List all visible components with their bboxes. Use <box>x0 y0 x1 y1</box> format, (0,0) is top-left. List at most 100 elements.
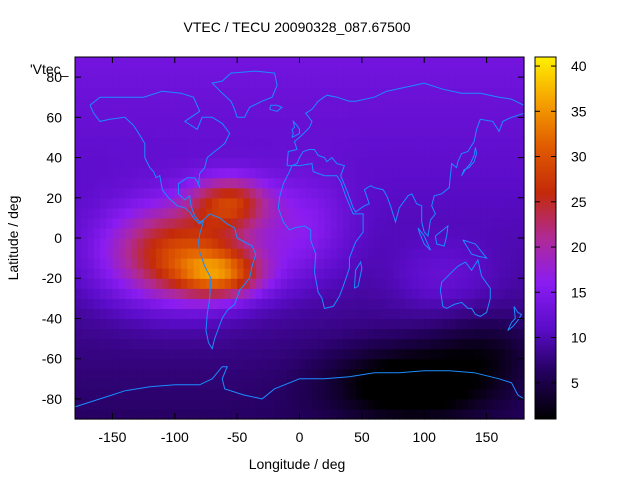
heatmap-cell <box>336 137 344 149</box>
heatmap-cell <box>417 177 425 189</box>
heatmap-cell <box>517 238 525 249</box>
heatmap-cell <box>442 288 450 299</box>
heatmap-cell <box>243 318 251 330</box>
heatmap-cell <box>368 127 375 139</box>
heatmap-cell <box>93 338 101 350</box>
heatmap-cell <box>349 197 357 209</box>
heatmap-cell <box>436 268 444 279</box>
heatmap-cell <box>405 378 413 390</box>
heatmap-cell <box>449 157 457 169</box>
heatmap-cell <box>374 378 382 390</box>
heatmap-cell <box>461 308 469 320</box>
heatmap-cell <box>318 127 326 139</box>
heatmap-cell <box>430 147 438 159</box>
heatmap-cell <box>274 87 282 98</box>
heatmap-cell <box>274 197 282 209</box>
heatmap-cell <box>75 167 82 179</box>
heatmap-cell <box>480 238 488 249</box>
heatmap-cell <box>131 207 138 219</box>
heatmap-cell <box>81 268 89 279</box>
heatmap-cell <box>324 137 332 149</box>
heatmap-cell <box>324 378 332 390</box>
heatmap-cell <box>137 187 145 199</box>
heatmap-cell <box>187 268 195 279</box>
heatmap-cell <box>187 298 195 309</box>
heatmap-cell <box>343 227 350 239</box>
heatmap-cell <box>511 378 519 390</box>
heatmap-cell <box>162 117 170 128</box>
heatmap-cell <box>243 67 251 78</box>
heatmap-cell <box>430 107 438 118</box>
heatmap-cell <box>205 278 213 289</box>
heatmap-cell <box>280 398 288 410</box>
heatmap-cell <box>467 217 475 229</box>
heatmap-cell <box>149 127 157 139</box>
heatmap-cell <box>386 258 394 269</box>
heatmap-cell <box>299 368 307 380</box>
heatmap-cell <box>330 97 338 108</box>
heatmap-cell <box>324 238 332 249</box>
heatmap-cell <box>205 388 213 400</box>
heatmap-cell <box>174 97 182 108</box>
heatmap-cell <box>305 147 313 159</box>
heatmap-cell <box>156 137 163 149</box>
heatmap-cell <box>330 338 338 350</box>
heatmap-cell <box>374 137 382 149</box>
heatmap-cell <box>355 388 363 400</box>
heatmap-cell <box>237 318 244 330</box>
heatmap-cell <box>511 227 519 239</box>
heatmap-cell <box>467 408 475 420</box>
heatmap-cell <box>218 278 226 289</box>
heatmap-cell <box>112 338 120 350</box>
heatmap-cell <box>455 358 463 370</box>
heatmap-cell <box>430 197 438 209</box>
heatmap-cell <box>311 278 319 289</box>
heatmap-cell <box>181 378 188 390</box>
heatmap-cell <box>336 378 344 390</box>
heatmap-cell <box>199 308 207 320</box>
heatmap-cell <box>181 167 188 179</box>
heatmap-cell <box>87 157 95 169</box>
heatmap-cell <box>455 368 463 380</box>
heatmap-cell <box>262 248 269 259</box>
heatmap-cell <box>93 268 101 279</box>
heatmap-cell <box>193 157 201 169</box>
heatmap-cell <box>449 288 457 299</box>
heatmap-cell <box>237 248 244 259</box>
heatmap-cell <box>274 378 282 390</box>
heatmap-cell <box>492 318 500 330</box>
heatmap-cell <box>106 278 114 289</box>
heatmap-cell <box>249 398 257 410</box>
heatmap-cell <box>299 398 307 410</box>
heatmap-cell <box>268 268 276 279</box>
heatmap-cell <box>449 248 457 259</box>
heatmap-cell <box>349 177 357 189</box>
heatmap-cell <box>193 227 201 239</box>
heatmap-cell <box>492 368 500 380</box>
heatmap-cell <box>455 177 463 189</box>
heatmap-cell <box>131 308 138 320</box>
heatmap-cell <box>237 107 244 118</box>
heatmap-cell <box>467 127 475 139</box>
heatmap-cell <box>274 147 282 159</box>
heatmap-cell <box>280 348 288 360</box>
heatmap-cell <box>411 97 419 108</box>
heatmap-cell <box>380 207 388 219</box>
heatmap-cell <box>112 187 120 199</box>
heatmap-cell <box>417 328 425 340</box>
heatmap-cell <box>174 258 182 269</box>
heatmap-cell <box>187 157 195 169</box>
heatmap-cell <box>311 388 319 400</box>
coastline <box>269 104 283 112</box>
heatmap-cell <box>474 248 481 259</box>
heatmap-cell <box>299 127 307 139</box>
heatmap-cell <box>174 298 182 309</box>
heatmap-cell <box>399 157 407 169</box>
heatmap-cell <box>467 227 475 239</box>
heatmap-cell <box>399 348 407 360</box>
heatmap-cell <box>280 368 288 380</box>
heatmap-cell <box>455 107 463 118</box>
heatmap-cell <box>486 67 494 78</box>
heatmap-cell <box>149 398 157 410</box>
heatmap-cell <box>480 398 488 410</box>
